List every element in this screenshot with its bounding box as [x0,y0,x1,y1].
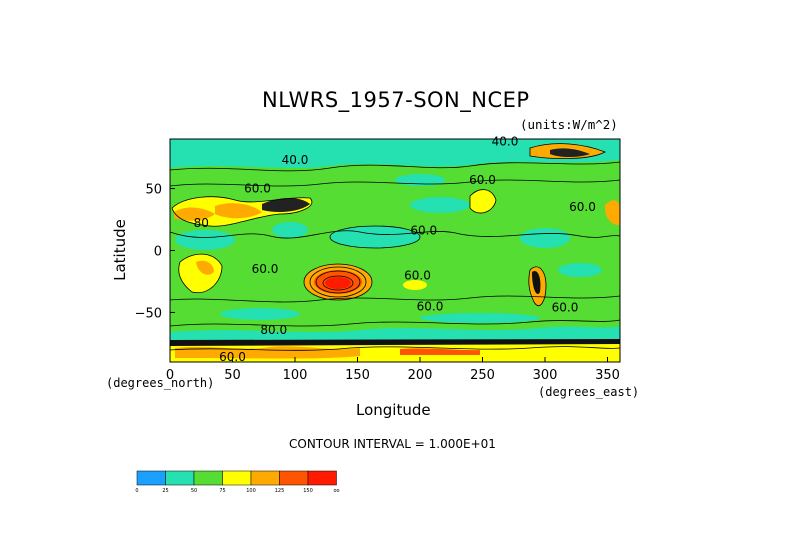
colorbar-swatch [136,470,166,486]
contour-label: 40.0 [492,134,519,148]
x-tick-label: 100 [283,368,308,383]
x-axis-label: Longitude [356,401,431,419]
colorbar-swatch [307,470,337,486]
colorbar-swatch [165,470,195,486]
x-ticks: 0 50 100 150 200 250 300 350 [166,357,620,383]
contour-line [169,319,621,327]
y-ticks: 50 0 −50 [135,183,175,321]
x-tick-label: 350 [595,368,620,383]
field-patch-south-america [178,254,222,293]
colorbar-tick-label: 75 [219,488,225,494]
field-patch-cyan [395,174,445,186]
y-tick-label: 0 [154,245,162,260]
field-patch-small-yellow [403,280,427,290]
contour-label: 60.0 [252,262,279,276]
contour-label: 60.0 [244,182,271,196]
contour-label: 40.0 [282,153,309,167]
contour-label: 60.0 [410,224,437,238]
contour-label: 60.0 [469,173,496,187]
colorbar-swatch [193,470,223,486]
colorbar-tick-label: oo [333,488,339,494]
colorbar-tick-label: 0 [135,488,138,494]
colorbar-swatch [250,470,280,486]
contour-label: 80 [194,216,209,230]
contour-line [309,266,367,298]
field-patch-cyan [175,230,235,250]
field-patch-cyan [272,222,308,238]
y-tick-label: 50 [145,183,162,198]
contour-line [169,161,621,172]
field-patch-cyan [410,197,470,213]
colorbar-tick-label: 125 [275,488,285,494]
contour-interval-label: CONTOUR INTERVAL = 1.000E+01 [289,437,496,451]
field-patch-cyan [520,228,570,248]
contour-label: 60.0 [417,299,444,313]
contour-line [322,275,354,291]
y-tick-label: −50 [135,306,162,321]
field-patch-antarctic-red [400,348,480,355]
units-label: (units:W/m^2) [520,117,618,132]
contour-label: 60.0 [569,200,596,214]
contour-line [169,230,621,239]
x-unit-label: (degrees_east) [538,385,640,399]
colorbar-tick-label: 25 [162,488,168,494]
contour-lines [169,143,621,351]
x-tick-label: 300 [533,368,558,383]
field-patch-north-dark [262,198,310,212]
colorbar-swatch [279,470,309,486]
x-tick-label: 0 [166,368,174,383]
contour-label: 80.0 [260,323,287,337]
contour-line [329,225,421,249]
contour-line [528,266,547,307]
field-patch-andes-dark [532,270,541,294]
contour-line [169,179,621,187]
chart-title: NLWRS_1957-SON_NCEP [262,88,530,112]
field-patch-antarctic-dark [170,339,620,346]
field-patch-asia-dark [550,148,590,157]
x-tick-label: 50 [224,368,241,383]
colorbar-tick-label: 150 [303,488,313,494]
colorbar-tick-label: 100 [246,488,256,494]
field-patch-asia-yellow [470,189,496,214]
field-patch-north-orange [215,203,262,219]
contour-label: 60.0 [404,268,431,282]
y-unit-label: (degrees_north) [106,376,215,390]
contour-line [529,143,606,160]
contour-line [169,346,621,351]
field-patch-cyan [330,226,420,248]
colorbar: 0 25 50 75 100 125 150 oo [135,470,340,494]
field-patch-cyan [558,263,602,277]
colorbar-tick-label: 50 [191,488,197,494]
colorbar-swatch [222,470,252,486]
field-patch-north-orange [174,207,215,221]
contour-line [171,196,313,227]
contour-line [315,270,361,294]
contour-label: 60.0 [552,300,579,314]
contour-labels: 40.0 40.0 60.0 60.0 60.0 80 60.0 60.0 60.0 60.0 60… [194,134,596,364]
field-patch-cyan [220,308,300,320]
x-tick-label: 250 [470,368,495,383]
contour-line [303,263,373,301]
field-patch-australia-peak [325,277,351,289]
x-tick-label: 200 [408,368,433,383]
field-band-north [170,139,620,168]
field-patch-south-america-orange [196,260,214,275]
field-patch-pacific-yellow [604,200,620,226]
contour-line [469,189,497,214]
field-patch-cyan [420,313,540,323]
contour-line [178,253,223,294]
heatmap-field [170,139,620,362]
x-tick-label: 150 [345,368,370,383]
